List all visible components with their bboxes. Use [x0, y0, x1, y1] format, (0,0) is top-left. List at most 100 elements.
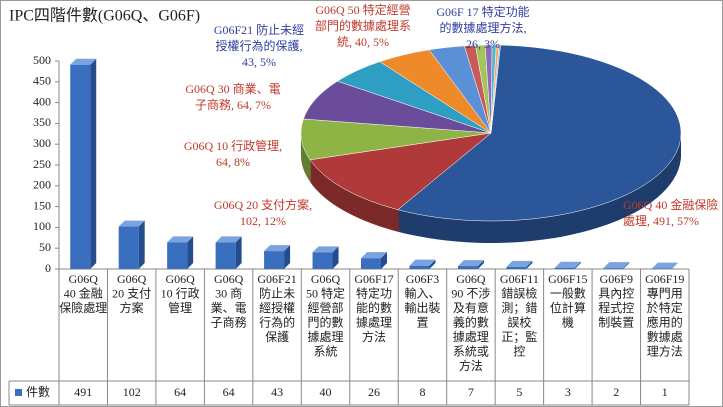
x-tick-label: G06F21 [257, 272, 296, 286]
table-value: 8 [419, 385, 425, 399]
table-value: 40 [320, 385, 332, 399]
x-tick-label: 於特定 [647, 300, 683, 315]
x-tick-label: 30 商 [215, 285, 242, 300]
x-tick-label: 業、電 [211, 301, 247, 315]
x-tick-label: 一般數 [550, 285, 586, 300]
x-tick-label: 經授權 [259, 300, 295, 315]
x-tick-label: 子商務 [211, 314, 247, 329]
bar [409, 265, 430, 269]
x-tick-label: 據處理 [356, 315, 392, 329]
x-tick-label: G06F17 [354, 272, 393, 286]
x-tick-label: G06Q [117, 272, 147, 286]
y-tick-label: 100 [33, 219, 51, 233]
x-tick-label: 測；錯 [501, 300, 537, 315]
bar-side [284, 245, 291, 269]
x-tick-label: 防止未 [259, 285, 295, 300]
x-tick-label: 數據處 [647, 330, 683, 344]
y-tick-label: 450 [33, 74, 51, 88]
bar [506, 266, 527, 269]
pie-label: G06F21 防止未經 [214, 22, 304, 37]
pie-label: 64, 8% [216, 155, 250, 169]
pie-label: 26, 3% [466, 37, 500, 51]
x-tick-label: 方法 [459, 358, 483, 373]
bar-top [264, 245, 291, 252]
x-tick-label: 20 支付 [112, 286, 151, 300]
pie-label: G06F 17 特定功能 [436, 4, 529, 19]
bar [118, 226, 139, 269]
table-value: 43 [271, 385, 283, 399]
y-tick-label: 0 [45, 261, 51, 275]
table-value: 26 [368, 385, 380, 399]
pie-slice [309, 132, 492, 210]
x-tick-label: 系統 [314, 344, 338, 358]
x-tick-label: 方案 [120, 300, 144, 315]
bar-top [361, 252, 387, 259]
table-value: 7 [468, 385, 474, 399]
bar [215, 242, 236, 269]
y-tick-label: 350 [33, 115, 51, 129]
bar [264, 251, 285, 269]
bar-top [603, 262, 630, 269]
pie-label: 部門的數據處理系 [315, 18, 411, 33]
bar [70, 64, 91, 269]
bar-top [409, 259, 436, 266]
bar-top [457, 260, 484, 267]
x-tick-label: G06F19 [645, 272, 684, 286]
bar [554, 267, 575, 269]
bar-top [70, 58, 97, 65]
x-tick-label: G06Q [311, 272, 341, 286]
x-tick-label: 理方法 [647, 343, 683, 358]
bar-side [671, 262, 678, 269]
x-tick-label: G06F3 [406, 272, 439, 286]
x-tick-label: 輸入、 [404, 285, 440, 300]
x-tick-label: 控 [513, 344, 525, 358]
x-tick-label: 機 [562, 314, 574, 329]
pie-label: 授權行為的保護, [215, 38, 302, 53]
pie-label: G06Q 50 特定經營 [315, 2, 410, 17]
bar-top [651, 262, 678, 269]
bar [361, 258, 381, 269]
x-tick-label: 義的數 [453, 314, 489, 329]
x-tick-label: 輸出裝 [404, 300, 440, 315]
x-tick-label: 及有意 [453, 300, 489, 315]
x-tick-label: 應用的 [647, 314, 683, 329]
y-tick-label: 250 [33, 157, 51, 171]
x-tick-label: 50 特定 [306, 285, 345, 300]
x-tick-label: G06F15 [548, 272, 587, 286]
chart-title: IPC四階件數(G06Q、G06F) [9, 7, 200, 25]
x-tick-label: 制裝置 [598, 315, 634, 329]
bar-side [574, 261, 581, 269]
bar [167, 242, 188, 269]
x-tick-label: 程式控 [598, 300, 634, 315]
pie-label: G06Q 40 金融保險 [623, 197, 718, 212]
x-tick-label: G06Q [214, 272, 244, 286]
x-tick-label: 能的數 [356, 300, 392, 315]
x-tick-label: G06Q [165, 272, 195, 286]
bar-side [138, 220, 145, 269]
y-tick-label: 400 [33, 94, 51, 108]
x-tick-label: 經營部 [308, 300, 344, 315]
bar [603, 268, 624, 269]
table-value: 1 [662, 385, 668, 399]
bar-side [332, 246, 339, 269]
bar-side [477, 260, 484, 269]
bar-side [381, 252, 387, 269]
x-tick-label: 保護 [265, 329, 289, 344]
x-tick-label: G06F11 [500, 272, 539, 286]
bar-top [312, 246, 339, 253]
x-tick-label: 置 [416, 315, 428, 329]
x-tick-label: 90 不涉 [451, 286, 490, 300]
x-tick-label: 門的數 [308, 314, 344, 329]
table-value: 2 [613, 385, 619, 399]
table-value: 491 [74, 385, 92, 399]
pie-label: 處理, 491, 57% [623, 214, 699, 228]
bar-side [429, 259, 436, 269]
bar-top [215, 236, 242, 243]
legend-swatch [15, 389, 22, 396]
y-tick-label: 300 [33, 136, 51, 150]
legend-label: 件數 [26, 385, 50, 399]
bar-side [187, 236, 194, 269]
y-tick-label: 500 [33, 53, 51, 67]
